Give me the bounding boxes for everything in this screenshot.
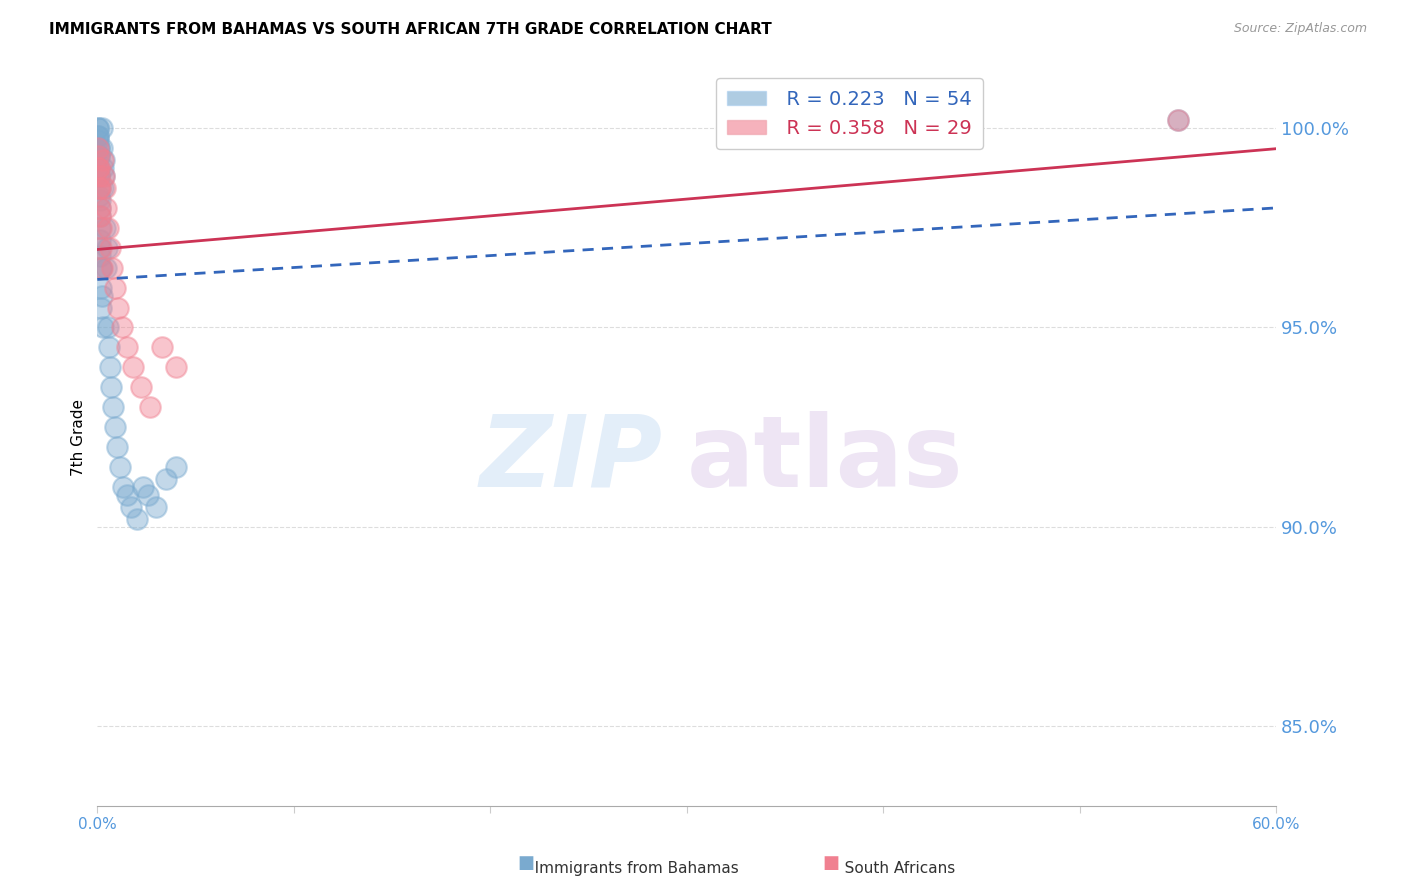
Legend:   R = 0.223   N = 54,   R = 0.358   N = 29: R = 0.223 N = 54, R = 0.358 N = 29 [716, 78, 983, 149]
Point [131, 480, 153, 494]
Point [87, 149, 110, 163]
Point [165, 459, 187, 474]
Point [87, 133, 110, 147]
Point [87, 161, 110, 175]
Point [90, 260, 112, 275]
Point [111, 480, 134, 494]
Point [93, 169, 115, 183]
Point [87, 129, 110, 144]
Point [89, 181, 111, 195]
Point [90, 288, 112, 302]
Point [91, 141, 114, 155]
Point [89, 241, 111, 255]
Point [1167, 113, 1189, 128]
Point [139, 400, 162, 414]
Point [87, 141, 110, 155]
Point [100, 380, 122, 394]
Point [90, 121, 112, 136]
Point [115, 488, 138, 502]
Point [104, 420, 127, 434]
Point [98, 360, 121, 375]
Point [150, 340, 173, 354]
Point [138, 488, 160, 502]
Point [89, 201, 111, 215]
Text: Immigrants from Bahamas: Immigrants from Bahamas [520, 861, 740, 876]
Text: ■: ■ [517, 855, 534, 872]
Point [155, 472, 177, 486]
Point [129, 380, 152, 394]
Point [89, 201, 111, 215]
Point [94, 260, 117, 275]
Point [94, 220, 117, 235]
Point [91, 260, 114, 275]
Point [111, 320, 134, 334]
Point [89, 220, 111, 235]
Text: ■: ■ [823, 855, 839, 872]
Point [93, 169, 115, 183]
Point [97, 220, 120, 235]
Point [90, 301, 112, 315]
Point [93, 153, 115, 168]
Point [121, 360, 143, 375]
Point [94, 201, 117, 215]
Point [90, 220, 112, 235]
Point [165, 360, 187, 375]
Point [91, 153, 114, 168]
Y-axis label: 7th Grade: 7th Grade [72, 399, 86, 475]
Point [89, 193, 111, 207]
Point [120, 500, 142, 514]
Point [89, 249, 111, 263]
Point [89, 209, 111, 223]
Point [101, 260, 124, 275]
Point [104, 280, 127, 294]
Point [87, 149, 110, 163]
Point [90, 280, 112, 294]
Point [115, 340, 138, 354]
Point [87, 169, 110, 183]
Text: IMMIGRANTS FROM BAHAMAS VS SOUTH AFRICAN 7TH GRADE CORRELATION CHART: IMMIGRANTS FROM BAHAMAS VS SOUTH AFRICAN… [49, 22, 772, 37]
Point [87, 149, 110, 163]
Text: South Africans: South Africans [830, 861, 955, 876]
Point [107, 301, 129, 315]
Point [89, 169, 111, 183]
Point [87, 161, 110, 175]
Text: atlas: atlas [686, 410, 963, 508]
Point [87, 141, 110, 155]
Point [87, 129, 110, 144]
Point [145, 500, 167, 514]
Point [87, 141, 110, 155]
Point [90, 241, 112, 255]
Point [87, 161, 110, 175]
Point [105, 440, 128, 454]
Point [97, 340, 120, 354]
Point [89, 209, 111, 223]
Point [97, 320, 120, 334]
Point [101, 400, 124, 414]
Text: ZIP: ZIP [479, 410, 664, 508]
Point [94, 181, 117, 195]
Point [91, 161, 114, 175]
Text: Source: ZipAtlas.com: Source: ZipAtlas.com [1233, 22, 1367, 36]
Point [125, 512, 148, 526]
Point [89, 189, 111, 203]
Point [91, 181, 114, 195]
Point [87, 121, 110, 136]
Point [87, 121, 110, 136]
Point [98, 241, 121, 255]
Point [89, 181, 111, 195]
Point [1167, 113, 1189, 128]
Point [96, 241, 118, 255]
Point [108, 459, 131, 474]
Point [91, 320, 114, 334]
Point [87, 181, 110, 195]
Point [89, 233, 111, 247]
Point [87, 169, 110, 183]
Point [90, 260, 112, 275]
